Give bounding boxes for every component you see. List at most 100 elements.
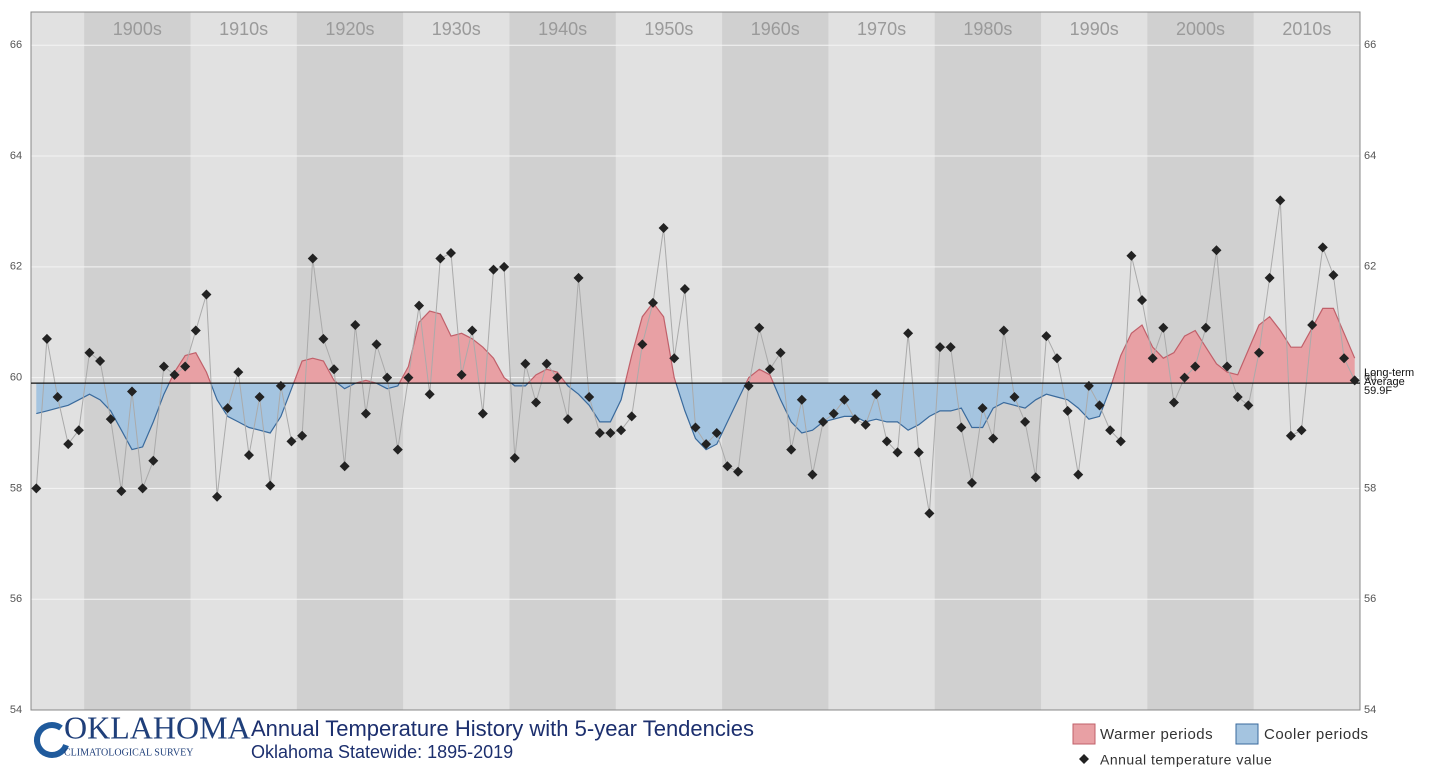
annual-point — [456, 369, 467, 380]
annual-point — [1073, 469, 1084, 480]
legend-swatch — [1235, 723, 1259, 745]
annual-point — [1253, 347, 1264, 358]
y-tick-label: 56 — [10, 593, 22, 605]
annual-point — [392, 444, 403, 455]
decade-label: 1950s — [644, 19, 693, 39]
annual-point — [626, 411, 637, 422]
annual-point — [158, 361, 169, 372]
annual-point — [467, 325, 478, 336]
annual-point — [892, 447, 903, 458]
annual-point — [1264, 272, 1275, 283]
annual-point — [41, 333, 52, 344]
annual-point — [647, 297, 658, 308]
cool-edge — [36, 383, 1113, 451]
annual-point — [764, 364, 775, 375]
annual-point — [1020, 416, 1031, 427]
annual-point — [1158, 322, 1169, 333]
y-tick-label: 54 — [10, 704, 22, 716]
annual-point — [318, 333, 329, 344]
annual-point — [573, 272, 584, 283]
annual-point — [690, 422, 701, 433]
annual-point — [531, 397, 542, 408]
legend-label: Warmer periods — [1100, 726, 1213, 743]
annual-point — [1051, 353, 1062, 364]
annual-point — [669, 353, 680, 364]
decade-label: 1980s — [963, 19, 1012, 39]
cool-area — [36, 383, 1355, 450]
chart-subtitle: Oklahoma Statewide: 1895-2019 — [251, 742, 513, 762]
annual-point — [73, 425, 84, 436]
annual-point — [605, 428, 616, 439]
annual-point — [1094, 400, 1105, 411]
logo-sub: CLIMATOLOGICAL SURVEY — [64, 747, 193, 758]
decade-label: 1960s — [751, 19, 800, 39]
annual-point — [988, 433, 999, 444]
annual-point — [913, 447, 924, 458]
annual-point — [1296, 425, 1307, 436]
legend-swatch — [1072, 723, 1096, 745]
annual-point — [190, 325, 201, 336]
annual-point — [201, 289, 212, 300]
decade-label: 2000s — [1176, 19, 1225, 39]
annual-point — [584, 392, 595, 403]
annual-point — [1285, 430, 1296, 441]
annual-point — [31, 483, 42, 494]
annual-point — [435, 253, 446, 264]
annual-point — [807, 469, 818, 480]
annual-point — [169, 369, 180, 380]
annual-point — [212, 491, 223, 502]
annual-point — [860, 419, 871, 430]
annual-point — [881, 436, 892, 447]
annual-point — [148, 455, 159, 466]
logo-mark — [34, 722, 70, 758]
annual-point — [754, 322, 765, 333]
average-label: Average — [1364, 376, 1405, 388]
y2-tick-label: 56 — [1364, 593, 1376, 605]
annual-point — [127, 386, 138, 397]
annual-point — [1275, 195, 1286, 206]
y2-tick-label: 58 — [1364, 482, 1376, 494]
annual-point — [541, 358, 552, 369]
annual-point — [180, 361, 191, 372]
annual-point — [1179, 372, 1190, 383]
annual-point — [329, 364, 340, 375]
annual-point — [786, 444, 797, 455]
annual-point — [679, 283, 690, 294]
annual-point — [903, 328, 914, 339]
decade-label: 1990s — [1070, 19, 1119, 39]
annual-point — [828, 408, 839, 419]
annual-point — [1243, 400, 1254, 411]
annual-point — [594, 428, 605, 439]
annual-point — [1211, 245, 1222, 256]
annual-point — [1126, 250, 1137, 261]
annual-point — [520, 358, 531, 369]
decade-label: 1930s — [432, 19, 481, 39]
annual-point — [1062, 405, 1073, 416]
annual-point — [286, 436, 297, 447]
average-label: Long-term — [1364, 367, 1414, 379]
logo: OKLAHOMA CLIMATOLOGICAL SURVEY — [34, 709, 251, 758]
annual-point — [711, 428, 722, 439]
annual-point — [1349, 375, 1360, 386]
legend: Warmer periods Cooler periods Annual tempe… — [1072, 723, 1369, 767]
y-tick-label: 60 — [10, 372, 22, 384]
annual-point — [849, 414, 860, 425]
annual-point — [275, 380, 286, 391]
annual-point — [382, 372, 393, 383]
annual-point — [1222, 361, 1233, 372]
annual-point — [243, 450, 254, 461]
annual-point — [1041, 331, 1052, 342]
y-tick-label: 62 — [10, 261, 22, 273]
legend-label: Cooler periods — [1264, 726, 1369, 743]
annual-point — [743, 380, 754, 391]
annual-point — [477, 408, 488, 419]
annual-point — [265, 480, 276, 491]
annual-point — [297, 430, 308, 441]
decade-label: 1920s — [325, 19, 374, 39]
annual-point — [105, 414, 116, 425]
annual-point — [95, 356, 106, 366]
annual-point — [1083, 380, 1094, 391]
annual-point — [796, 394, 807, 405]
decade-label: 1970s — [857, 19, 906, 39]
